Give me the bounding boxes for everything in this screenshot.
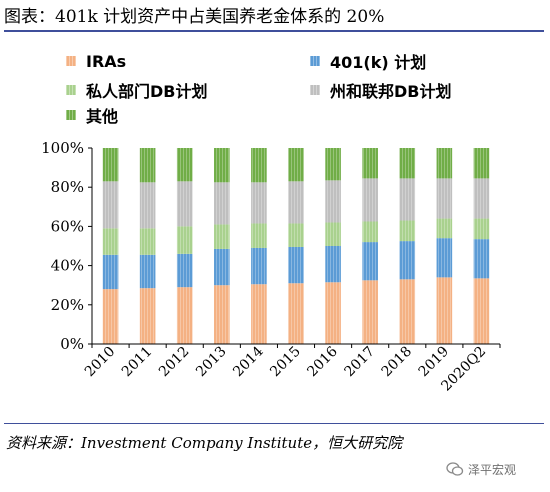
bar-segment — [251, 247, 267, 285]
bar-segment — [399, 279, 416, 344]
legend-item-other: 其他 — [66, 104, 118, 126]
bar-segment — [288, 246, 304, 284]
bar-segment — [473, 178, 490, 219]
legend-swatch-private-db — [66, 85, 76, 95]
x-tick-label: 2017 — [341, 344, 378, 381]
bar-segment — [362, 280, 378, 344]
bar-segment — [176, 148, 193, 182]
bar-segment — [473, 278, 490, 344]
bar-segment — [436, 178, 453, 219]
bar-segment — [251, 223, 267, 248]
bar-segment — [399, 148, 416, 179]
y-tick-label: 0% — [60, 335, 84, 353]
bar-segment — [436, 277, 453, 344]
bar-segment — [399, 220, 416, 242]
bar-segment — [251, 182, 267, 224]
y-tick-label: 20% — [51, 296, 84, 314]
y-tick-label: 80% — [51, 178, 84, 196]
bar-segment — [102, 254, 119, 290]
bar-segment — [325, 148, 341, 181]
bar-segment — [362, 178, 378, 222]
legend-label-state-federal-db: 州和联邦DB计划 — [330, 82, 452, 101]
legend-label-401k: 401(k) 计划 — [330, 53, 427, 72]
bar-segment — [288, 148, 304, 182]
legend-item-private-db: 私人部门DB计划 — [66, 79, 207, 101]
bar-segment — [102, 289, 119, 344]
legend-item-state-federal-db: 州和联邦DB计划 — [310, 79, 451, 101]
watermark-text: 泽平宏观 — [468, 462, 517, 477]
legend-swatch-401k — [310, 56, 320, 66]
bar-segment — [176, 253, 193, 288]
bar-segment — [139, 288, 156, 344]
watermark: 泽平宏观 — [446, 457, 516, 481]
legend-swatch-other — [66, 110, 76, 120]
legend-label-iras: IRAs — [86, 51, 127, 71]
source-note: 资料来源：Investment Company Institute，恒大研究院 — [6, 434, 403, 452]
x-tick-label: 2013 — [193, 344, 230, 381]
legend-swatch-iras — [66, 56, 76, 66]
bar-segment — [473, 148, 490, 179]
source-divider — [4, 423, 544, 424]
bar-segment — [176, 181, 193, 227]
bar-segment — [214, 285, 230, 344]
legend-swatch-state-federal-db — [310, 85, 320, 95]
bar-segment — [325, 282, 341, 344]
bar-segment — [251, 148, 267, 183]
y-tick-label: 100% — [41, 139, 84, 157]
bar-segment — [436, 238, 453, 278]
x-tick-label: 2010 — [82, 344, 119, 381]
bar-segment — [325, 222, 341, 246]
legend-item-401k: 401(k) 计划 — [310, 50, 426, 72]
bar-segment — [288, 283, 304, 344]
bar-segment — [362, 242, 378, 281]
bar-segment — [251, 284, 267, 344]
bar-segment — [436, 148, 453, 179]
bar-segment — [288, 223, 304, 247]
chart-title: 图表：401k 计划资产中占美国养老金体系的 20% — [4, 7, 385, 27]
x-tick-label: 2011 — [119, 344, 156, 381]
x-tick-label: 2018 — [379, 344, 416, 381]
legend-label-private-db: 私人部门DB计划 — [86, 82, 208, 101]
bar-segment — [214, 248, 230, 286]
bar-segment — [214, 224, 230, 249]
x-tick-label: 2014 — [230, 343, 267, 380]
x-tick-label: 2012 — [156, 344, 193, 381]
bar-segment — [399, 241, 416, 280]
bar-segment — [473, 218, 490, 240]
bar-segment — [436, 218, 453, 239]
bar-segment — [362, 148, 378, 179]
wechat-icon — [446, 462, 464, 476]
bar-segment — [102, 228, 119, 255]
bar-segment — [362, 221, 378, 243]
bar-segment — [176, 226, 193, 254]
bar-segment — [214, 182, 230, 225]
bar-segment — [139, 254, 156, 289]
bar-segment — [102, 181, 119, 229]
bar-segment — [325, 246, 341, 283]
bar-segment — [214, 148, 230, 183]
x-tick-label: 2015 — [267, 344, 304, 381]
title-divider — [4, 30, 544, 32]
bar-segment — [176, 287, 193, 344]
bar-segment — [473, 239, 490, 279]
bar-segment — [288, 181, 304, 224]
y-tick-label: 60% — [51, 217, 84, 235]
y-tick-label: 40% — [51, 257, 84, 275]
legend-label-other: 其他 — [86, 107, 119, 126]
bar-segment — [139, 148, 156, 183]
bar-segment — [102, 148, 119, 182]
bar-segment — [139, 228, 156, 255]
bar-segment — [399, 178, 416, 221]
bar-segment — [325, 180, 341, 223]
legend-item-iras: IRAs — [66, 50, 126, 72]
x-tick-label: 2016 — [304, 343, 341, 380]
bar-segment — [139, 182, 156, 229]
